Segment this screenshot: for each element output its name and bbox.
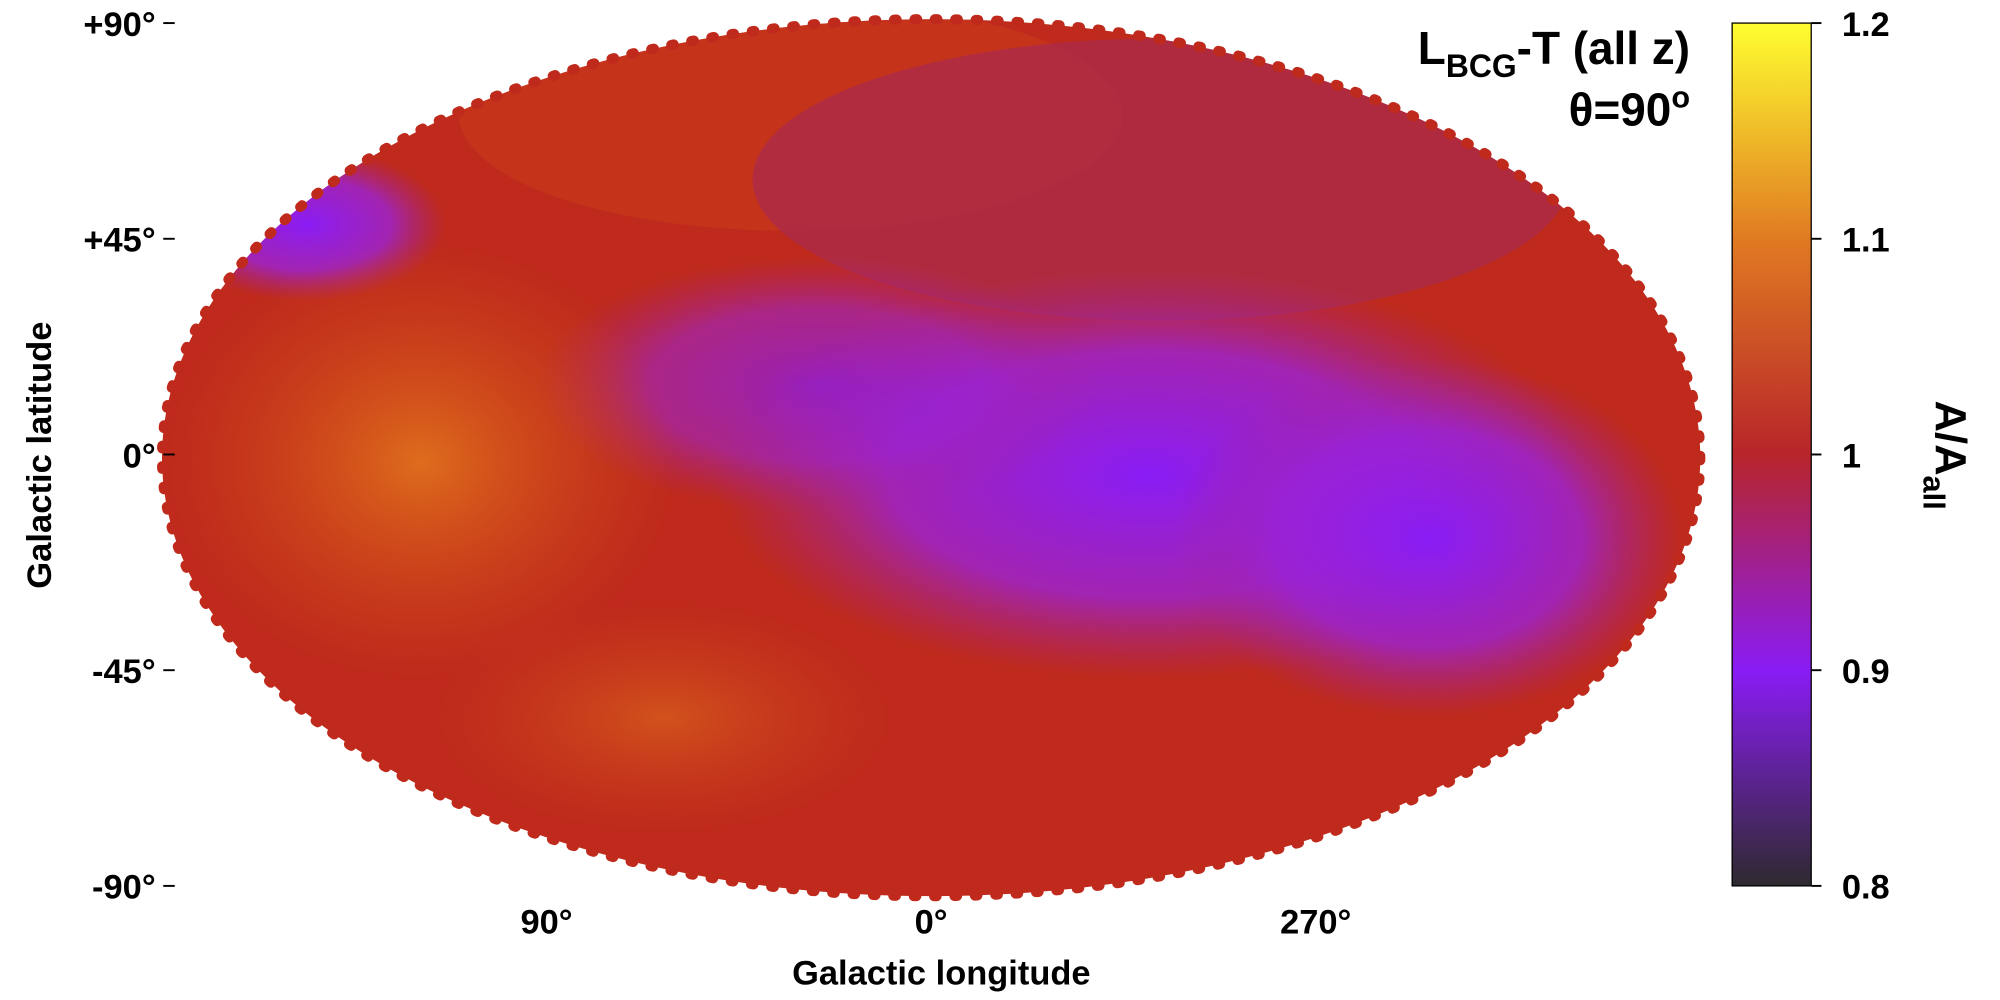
chart-subtitle: θ=90o [1569,80,1690,136]
chart-title: LBCG-T (all z) [1418,22,1690,84]
x-tick-label: 90° [521,903,573,941]
y-tick-label: 0° [123,437,156,475]
colorbar [1731,22,1812,887]
y-axis-label: Galactic latitude [21,321,59,588]
sky-map [161,19,1701,897]
y-tick-label: -90° [92,869,156,907]
titles: LBCG-T (all z) θ=90o Galactic longitude … [21,22,1974,993]
colorbar-tick-label: 0.8 [1842,869,1890,907]
colorbar-tick-label: 1.2 [1842,6,1890,44]
y-tick-label: +45° [83,222,155,260]
colorbar-tick-label: 1 [1842,437,1861,475]
colorbar-tick-label: 1.1 [1842,222,1890,260]
x-tick-label: 0° [915,903,948,941]
x-tick-label: 270° [1280,903,1351,941]
colorbar-label: A/Aall [1916,400,1974,509]
y-tick-label: -45° [92,653,156,691]
colorbar-tick-label: 0.9 [1842,653,1890,691]
y-tick-label: +90° [83,6,155,44]
x-axis-label: Galactic longitude [792,955,1090,993]
sky-edge [156,14,1706,902]
